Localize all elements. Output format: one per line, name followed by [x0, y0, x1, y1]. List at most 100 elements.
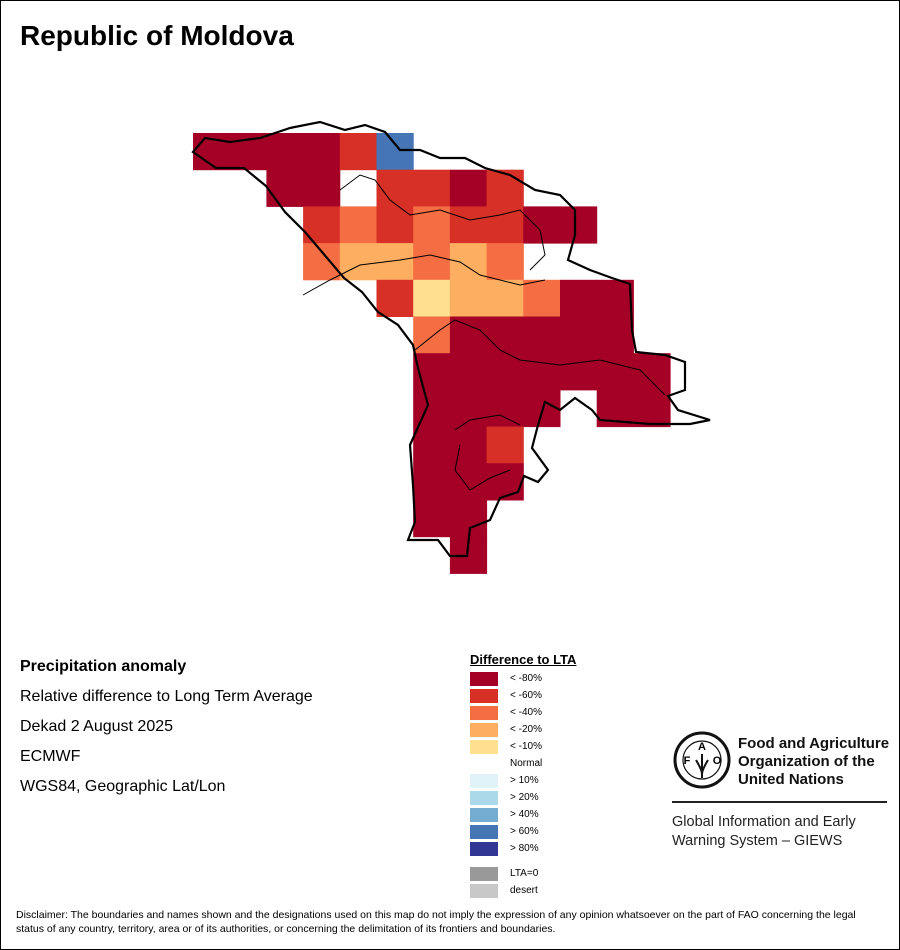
anomaly-cell [560, 316, 598, 354]
anomaly-cell [376, 279, 414, 317]
anomaly-cell [413, 500, 451, 538]
admin-boundaries [191, 120, 711, 558]
legend-item: > 40% [470, 806, 576, 823]
info-projection: WGS84, Geographic Lat/Lon [20, 778, 226, 795]
svg-text:A: A [698, 741, 706, 753]
giews-name: Global Information and Early Warning Sys… [672, 813, 856, 851]
anomaly-cell [376, 169, 414, 207]
anomaly-cell [449, 206, 488, 244]
legend-item: > 10% [470, 772, 576, 789]
anomaly-cell [449, 500, 488, 538]
legend-label: LTA=0 [510, 868, 539, 879]
disclaimer: Disclaimer: The boundaries and names sho… [16, 909, 856, 935]
legend-swatch [470, 739, 498, 754]
anomaly-cell [376, 206, 414, 244]
anomaly-cell [633, 353, 671, 391]
legend-item: > 20% [470, 789, 576, 806]
legend-swatch [470, 824, 498, 839]
fao-name-line: United Nations [738, 771, 844, 788]
legend-item: > 60% [470, 823, 576, 840]
anomaly-cell [449, 243, 488, 281]
anomaly-cell [413, 169, 451, 207]
legend-label: < -20% [510, 724, 542, 735]
anomaly-cell [560, 279, 598, 317]
anomaly-cell [266, 169, 304, 207]
legend-label: < -10% [510, 741, 542, 752]
anomaly-cell [596, 316, 634, 354]
fao-name-line: Food and Agriculture [738, 735, 890, 752]
legend-label: < -40% [510, 707, 542, 718]
anomaly-map [191, 120, 711, 574]
anomaly-cell [596, 279, 634, 317]
anomaly-cell [560, 353, 598, 391]
anomaly-cell [303, 133, 341, 171]
anomaly-cell [449, 426, 488, 464]
fao-name: Food and Agriculture Organization of the… [738, 735, 889, 789]
svg-text:F: F [684, 755, 691, 767]
legend-label: < -80% [510, 673, 542, 684]
legend-item: < -60% [470, 687, 576, 704]
anomaly-cell [486, 243, 524, 281]
anomaly-cell [449, 353, 488, 391]
legend-label: > 80% [510, 843, 539, 854]
anomaly-cell [303, 243, 341, 281]
legend-title: Difference to LTA [470, 652, 577, 667]
anomaly-cell [339, 206, 377, 244]
giews-line: Global Information and Early [672, 814, 856, 830]
anomaly-cell [413, 279, 451, 317]
anomaly-cell [596, 353, 634, 391]
map-info: Precipitation anomaly Relative differenc… [20, 657, 313, 807]
map-title: Republic of Moldova [20, 20, 294, 51]
anomaly-cell [560, 206, 598, 244]
anomaly-cell [449, 463, 488, 501]
anomaly-cell [339, 133, 377, 171]
legend-label: > 10% [510, 775, 539, 786]
info-source: ECMWF [20, 748, 81, 765]
svg-text:O: O [713, 755, 722, 767]
legend-swatch [470, 705, 498, 720]
anomaly-cell [486, 316, 524, 354]
anomaly-cell [376, 243, 414, 281]
legend-swatch [470, 722, 498, 737]
anomaly-cell [523, 279, 561, 317]
anomaly-cell [449, 316, 488, 354]
anomaly-cell [449, 169, 488, 207]
legend-swatch [470, 773, 498, 788]
legend-item: desert [470, 882, 576, 899]
legend-label: > 60% [510, 826, 539, 837]
anomaly-cell [486, 353, 524, 391]
legend-swatch [470, 841, 498, 856]
anomaly-cell [633, 389, 671, 428]
legend-label: desert [510, 885, 538, 896]
legend-swatch [470, 790, 498, 805]
legend-item: LTA=0 [470, 865, 576, 882]
anomaly-cell [486, 279, 524, 317]
anomaly-cell [486, 389, 524, 428]
legend-item: < -20% [470, 721, 576, 738]
legend-swatch [470, 688, 498, 703]
anomaly-cell [413, 243, 451, 281]
anomaly-cell [376, 133, 414, 171]
legend-swatch [470, 883, 498, 898]
anomaly-grid [193, 133, 671, 574]
anomaly-cell [413, 463, 451, 501]
anomaly-cell [339, 243, 377, 281]
anomaly-cell [413, 316, 451, 354]
anomaly-cell [266, 133, 304, 171]
legend-swatch [470, 671, 498, 686]
legend-label: > 40% [510, 809, 539, 820]
legend: Difference to LTA < -80% < -60% < -40% < -2… [470, 652, 576, 899]
anomaly-cell [413, 426, 451, 464]
legend-item: < -10% [470, 738, 576, 755]
anomaly-cell [303, 169, 341, 207]
anomaly-cell [449, 279, 488, 317]
fao-logo: A F O [673, 731, 731, 789]
anomaly-cell [486, 206, 524, 244]
legend-item: < -80% [470, 670, 576, 687]
legend-label: Normal [510, 758, 543, 769]
legend-swatch [470, 756, 498, 771]
legend-label: < -60% [510, 690, 542, 701]
legend-item: Normal [470, 755, 576, 772]
fao-name-line: Organization of the [738, 753, 875, 770]
anomaly-cell [413, 389, 451, 428]
